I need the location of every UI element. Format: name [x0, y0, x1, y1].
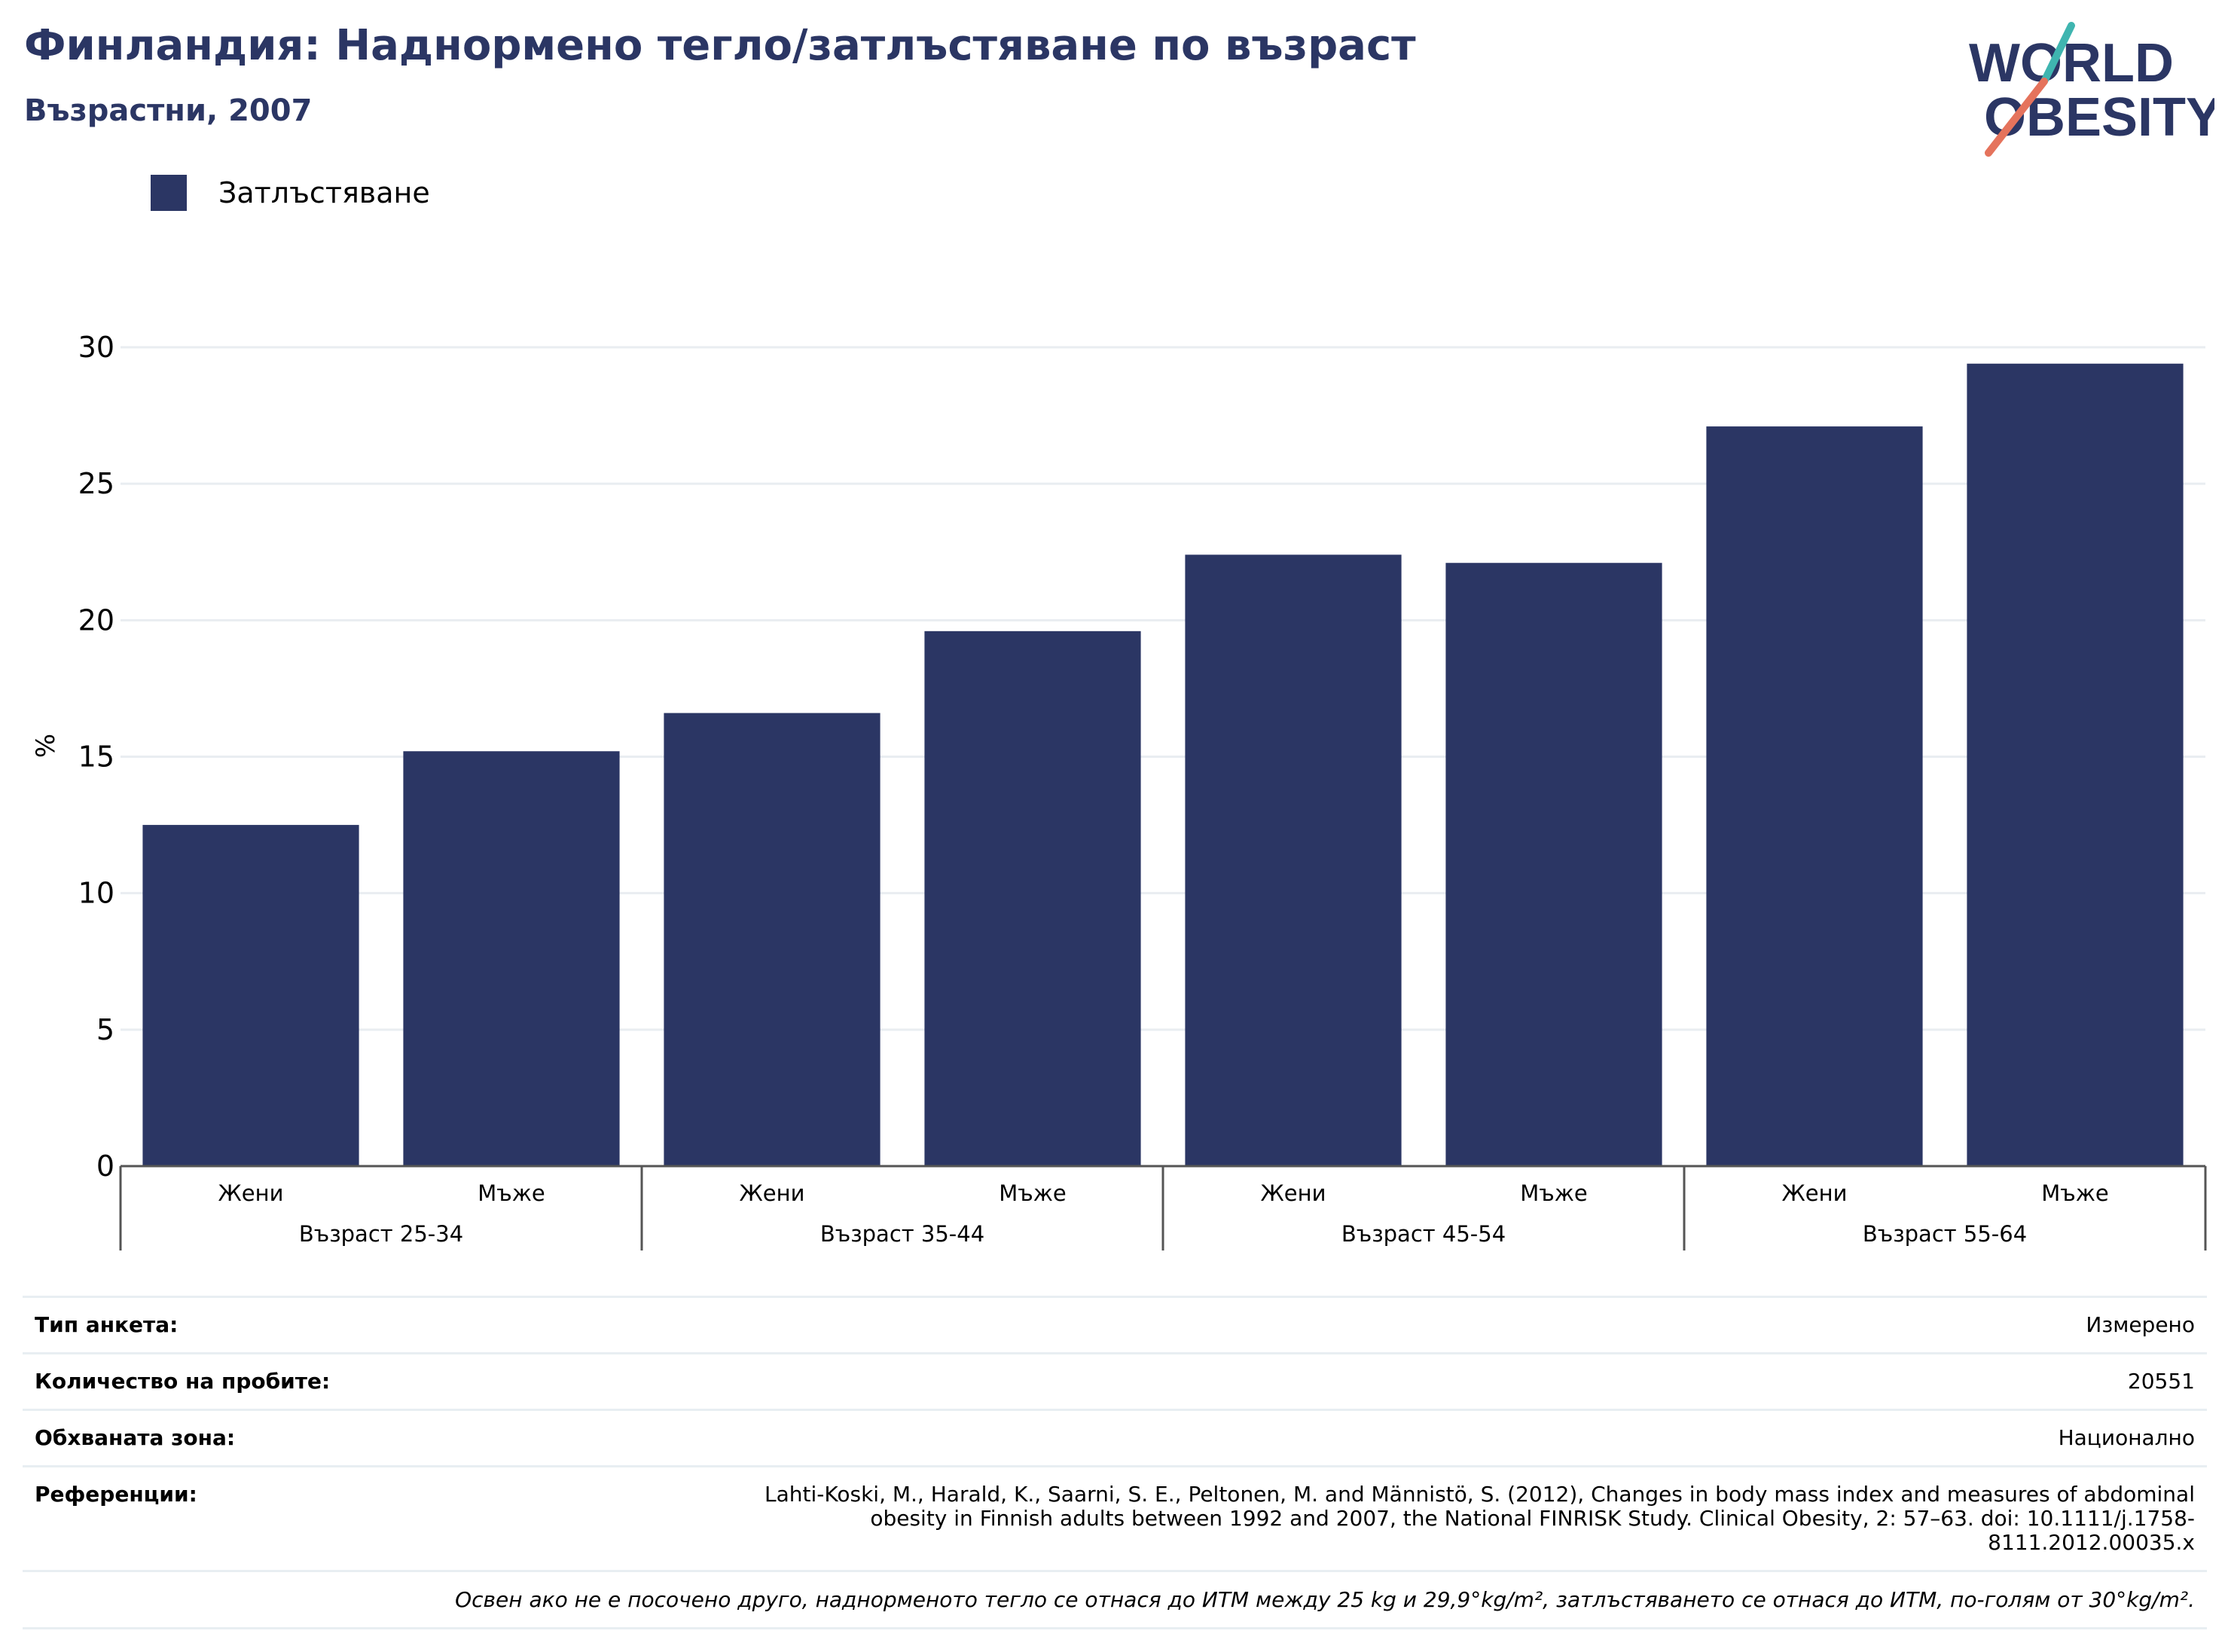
- y-tick-label: 5: [96, 1013, 114, 1046]
- logo-text-obesity: OBESITY: [1984, 87, 2214, 148]
- x-group-label: Възраст 45-54: [1341, 1221, 1506, 1247]
- y-tick-label: 0: [96, 1150, 114, 1183]
- legend-label: Затлъстяване: [218, 176, 430, 209]
- x-group-label: Възраст 35-44: [820, 1221, 984, 1247]
- sample-size-label: Количество на пробите:: [35, 1369, 331, 1394]
- bars: [142, 363, 2184, 1166]
- references-value: Lahti-Koski, M., Harald, K., Saarni, S. …: [765, 1482, 2195, 1555]
- bar: [1967, 363, 2184, 1166]
- info-row-survey-type: Тип анкета: Измерено: [23, 1298, 2207, 1354]
- bar: [142, 825, 359, 1166]
- bar: [1706, 426, 1923, 1166]
- world-obesity-logo: WORLD OBESITY: [1969, 22, 2214, 157]
- bar: [664, 713, 881, 1166]
- x-category-label: Жени: [1261, 1180, 1326, 1206]
- chart-subtitle: Възрастни, 2007: [24, 93, 313, 128]
- sample-size-value: 20551: [2127, 1369, 2195, 1394]
- bar: [403, 751, 620, 1166]
- x-axis: Жени Мъже Жени Мъже Жени Мъже Жени Мъже Възраст …: [119, 1165, 2207, 1250]
- y-tick-label: 20: [78, 603, 114, 637]
- info-row-sample-size: Количество на пробите: 20551: [23, 1354, 2207, 1411]
- x-category-label: Жени: [740, 1180, 805, 1206]
- logo-slash-coral: [1985, 78, 2048, 157]
- bar: [1445, 563, 1662, 1166]
- references-label: Референции:: [35, 1482, 197, 1507]
- x-category-label: Жени: [1782, 1180, 1848, 1206]
- x-category-label: Мъже: [1520, 1180, 1587, 1206]
- legend-swatch: [151, 175, 187, 211]
- y-tick-label: 30: [78, 331, 114, 364]
- x-group-label: Възраст 55-64: [1863, 1221, 2027, 1247]
- x-category-label: Жени: [218, 1180, 284, 1206]
- y-tick-label: 10: [78, 877, 114, 910]
- y-tick-label: 15: [78, 740, 114, 774]
- x-category-label: Мъже: [478, 1180, 545, 1206]
- survey-info-table: Тип анкета: Измерено Количество на проби…: [23, 1296, 2207, 1629]
- y-tick-label: 25: [78, 467, 114, 500]
- bar: [1185, 554, 1402, 1166]
- info-row-references: Референции: Lahti-Koski, M., Harald, K.,…: [23, 1467, 2207, 1572]
- x-category-label: Мъже: [2041, 1180, 2108, 1206]
- bar: [924, 631, 1141, 1166]
- chart-legend: Затлъстяване: [151, 175, 430, 211]
- logo-text-world: WORLD: [1969, 33, 2174, 93]
- survey-type-value: Измерено: [2086, 1312, 2195, 1337]
- y-axis-label: %: [31, 734, 61, 758]
- chart-title: Финландия: Наднормено тегло/затлъстяване…: [24, 21, 1416, 70]
- footnote: Освен ако не е посочено друго, наднормен…: [23, 1572, 2207, 1629]
- y-axis-tick-labels: 0 5 10 15 20 25 30: [78, 331, 114, 1183]
- logo-slash-teal: [2040, 22, 2075, 85]
- area-value: Национално: [2058, 1425, 2195, 1450]
- x-category-label: Мъже: [999, 1180, 1066, 1206]
- x-group-label: Възраст 25-34: [299, 1221, 463, 1247]
- survey-type-label: Тип анкета:: [35, 1312, 179, 1337]
- area-label: Обхваната зона:: [35, 1425, 236, 1450]
- info-row-area: Обхваната зона: Национално: [23, 1411, 2207, 1467]
